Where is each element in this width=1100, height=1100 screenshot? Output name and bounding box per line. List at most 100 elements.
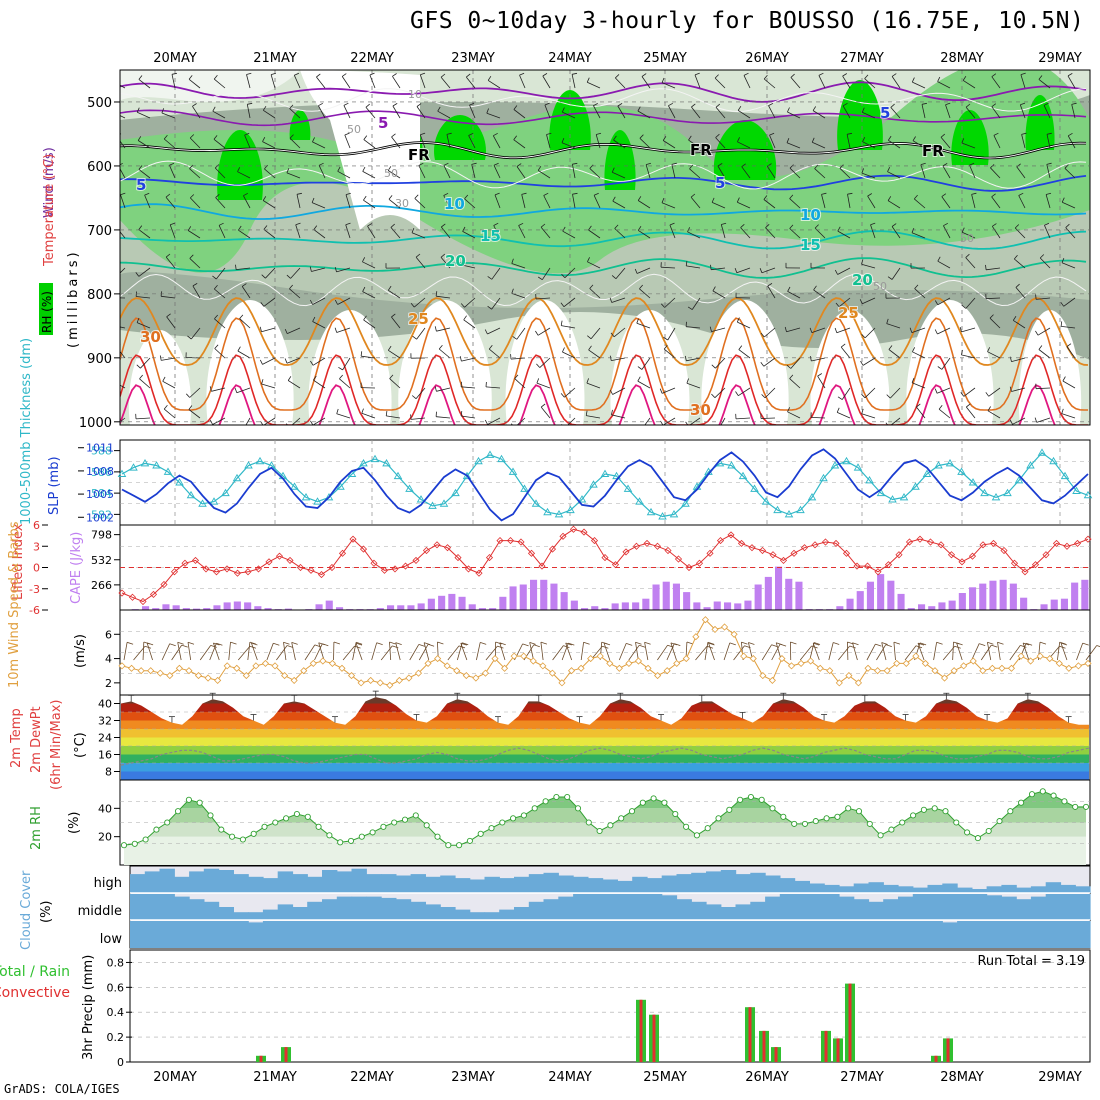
wind-barb — [861, 263, 876, 269]
wind-barb — [763, 78, 776, 89]
rh-dry-lobe — [128, 330, 192, 425]
wind-barb — [471, 164, 476, 179]
wind-barb — [1061, 262, 1076, 269]
wind-barb-flag — [1013, 254, 1018, 260]
thickness-point — [175, 478, 184, 486]
surface-barb-flag — [729, 642, 736, 646]
wind-barb — [491, 267, 501, 280]
contour-label: 30 — [395, 197, 409, 210]
li-point — [296, 563, 305, 572]
cloud-cell — [868, 901, 884, 920]
cloud-cell — [735, 904, 751, 920]
wind-barb — [214, 348, 226, 359]
surface-barb — [956, 642, 963, 661]
wind-barb — [786, 142, 801, 149]
wind-barb — [261, 383, 276, 389]
wind-barb-flag — [991, 193, 996, 198]
wind-barb — [936, 387, 951, 394]
wind-barb — [838, 297, 851, 308]
wind-barb — [715, 107, 726, 119]
wind-barb — [539, 357, 551, 368]
li-point — [1031, 561, 1040, 569]
cape-bar — [223, 602, 231, 610]
li-point — [538, 562, 546, 570]
cloud-cell — [262, 921, 279, 948]
cape-bar — [468, 604, 476, 610]
wind-barb — [165, 256, 176, 269]
wind-barb — [735, 417, 751, 420]
wind-point — [319, 657, 327, 665]
cloud-cell — [912, 887, 929, 893]
li-point — [916, 535, 924, 543]
cloud-cell — [1045, 882, 1062, 893]
surface-barb-flag — [251, 642, 258, 646]
wind-barb-flag — [938, 405, 943, 410]
wind-barb-flag — [934, 300, 939, 306]
wind-barb — [1018, 195, 1026, 209]
wind-point — [453, 667, 461, 675]
wind-barb — [842, 105, 851, 119]
date-label-bottom: 25MAY — [643, 1070, 687, 1085]
wind-barb — [390, 227, 401, 239]
wind-barb — [263, 297, 276, 307]
wind-barb-flag — [486, 108, 489, 114]
axis-tick-label: 8 — [105, 766, 112, 779]
axis-tick-label: 6 — [105, 628, 112, 641]
wind-barb — [312, 357, 326, 366]
wind-barb — [169, 224, 176, 239]
date-label-top: 21MAY — [253, 51, 297, 66]
wind-barb — [120, 194, 126, 209]
wind-barb-flag — [937, 76, 941, 82]
cloud-cell — [617, 921, 633, 948]
cape-bar — [509, 586, 517, 610]
wind-barb-flag — [163, 134, 168, 140]
wind-barb — [295, 224, 301, 239]
surface-barb — [670, 642, 677, 661]
wind-barb — [138, 79, 151, 89]
wind-barb — [590, 327, 601, 340]
wind-barb — [965, 297, 976, 309]
rh-point — [520, 812, 527, 819]
surface-barb-flag — [563, 645, 570, 648]
wind-barb — [611, 297, 626, 303]
lifted-index-label: Lifted Index — [11, 523, 26, 600]
wind-barb-flag — [345, 192, 351, 195]
surface-barb-flag — [1082, 642, 1089, 646]
wind-barb — [862, 297, 876, 305]
rh-point — [131, 840, 138, 847]
wind-barb-flag — [985, 392, 990, 397]
wind-barb-flag — [493, 162, 499, 166]
rh-point — [1072, 803, 1079, 810]
wind-barb — [263, 417, 276, 425]
wind-barb-flag — [861, 334, 866, 339]
cloud-cell — [218, 907, 234, 920]
cloud-cell — [454, 878, 471, 893]
surface-barb — [952, 641, 954, 661]
wind-barb-flag — [389, 374, 394, 379]
wind-barb-flag — [438, 344, 443, 350]
li-point — [506, 537, 515, 545]
wind-barb-flag — [286, 168, 290, 174]
cape-bar — [958, 593, 966, 610]
surface-barb-flag — [423, 642, 431, 645]
wind-barb — [842, 75, 851, 89]
surface-barb-flag — [991, 644, 998, 648]
cloud-cell — [794, 894, 810, 920]
wind-barb-flag — [786, 364, 792, 369]
wind-barb — [1067, 135, 1076, 149]
surface-barb-flag — [833, 642, 840, 645]
rh-point — [250, 830, 257, 837]
wind-barb — [543, 195, 551, 209]
cape-bar — [244, 602, 252, 610]
li-point — [286, 556, 294, 564]
contour-label: 50 — [873, 280, 887, 293]
wind-barb-flag — [462, 226, 466, 232]
wind-barb-flag — [192, 103, 197, 107]
cloud-cell — [351, 921, 367, 948]
cloud-cell — [706, 871, 722, 893]
wind-barb-flag — [484, 329, 488, 335]
wind-label: Wind (m/s) — [42, 147, 57, 218]
cloud-cell — [735, 921, 751, 948]
wind-barb-flag — [546, 132, 552, 135]
wind-point — [673, 659, 681, 667]
